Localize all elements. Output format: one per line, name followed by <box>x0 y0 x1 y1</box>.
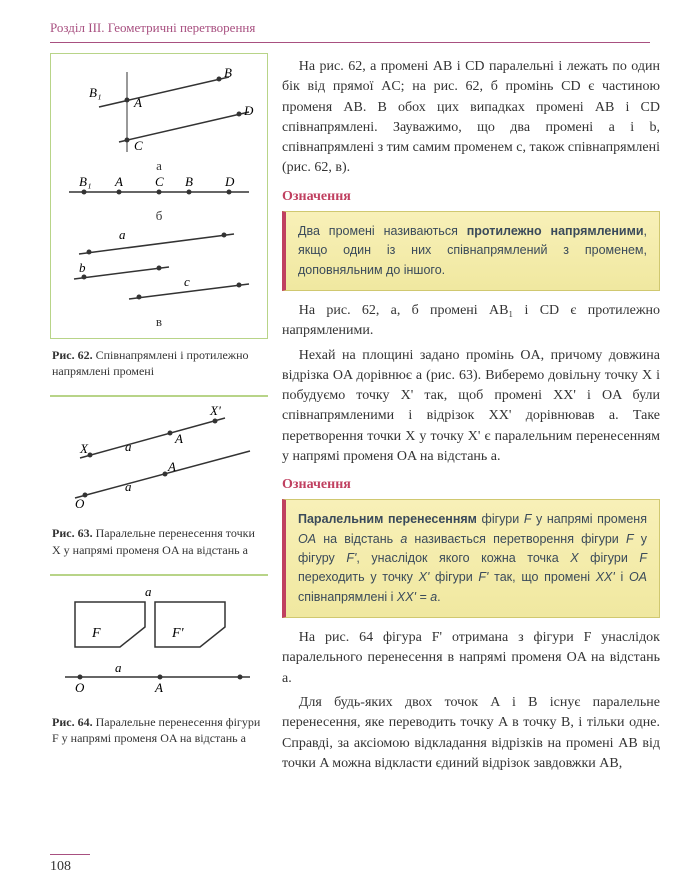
paragraph-1: На рис. 62, а промені AB і CD паралельні… <box>282 57 660 179</box>
paragraph-5: Для будь-яких двох точок A і B існує пар… <box>282 693 660 774</box>
svg-text:B₁: B₁ <box>79 174 91 189</box>
fig62a-svg: B₁ B A D C <box>59 62 259 158</box>
fig64-caption-bold: Рис. 64. <box>52 715 93 729</box>
paragraph-2: На рис. 62, а, б промені AB₁ і CD є прот… <box>282 301 660 342</box>
definition-box-1: Два промені називаються протилежно напря… <box>282 211 660 291</box>
fig62v-label: в <box>59 314 259 330</box>
svg-text:a: a <box>145 584 152 599</box>
figure-63: X' X A a O a A <box>50 399 268 517</box>
fig62-caption: Рис. 62. Співнапрямлені і протилежно нап… <box>50 343 268 389</box>
svg-text:A: A <box>174 431 183 446</box>
paragraph-3: Нехай на площині задано промінь OA, прич… <box>282 346 660 468</box>
svg-text:X': X' <box>209 403 221 418</box>
page-number: 108 <box>50 854 90 875</box>
svg-text:B₁: B₁ <box>89 85 101 100</box>
def1-text: Два промені називаються протилежно напря… <box>298 224 647 277</box>
svg-text:C: C <box>155 174 164 189</box>
fig62b-svg: B₁ A C B D <box>59 174 259 208</box>
svg-text:O: O <box>75 496 85 511</box>
left-column: B₁ B A D C а B₁ A C B D <box>50 53 268 778</box>
figure-64: F F' a O a A <box>50 578 268 706</box>
paragraph-4: На рис. 64 фігура F' отримана з фігури F… <box>282 628 660 689</box>
figure-separator-2 <box>50 574 268 576</box>
fig64-svg: F F' a O a A <box>50 582 260 702</box>
definition-title-2: Означення <box>282 477 660 493</box>
svg-text:a: a <box>115 660 122 675</box>
page-header: Розділ III. Геометричні перетворення <box>50 0 650 43</box>
svg-text:b: b <box>79 260 86 275</box>
definition-title-1: Означення <box>282 189 660 205</box>
svg-text:a: a <box>125 479 132 494</box>
svg-text:O: O <box>75 680 85 695</box>
def2-text: Паралельним перенесенням фігури F у напр… <box>298 512 647 604</box>
svg-text:D: D <box>224 174 235 189</box>
svg-text:C: C <box>134 138 143 153</box>
figure-separator-1 <box>50 395 268 397</box>
fig62a-label: а <box>59 158 259 174</box>
svg-text:B: B <box>224 65 232 80</box>
fig64-caption: Рис. 64. Паралельне перенесення фігури F… <box>50 710 268 756</box>
fig63-caption-bold: Рис. 63. <box>52 526 93 540</box>
fig63-svg: X' X A a O a A <box>50 403 260 513</box>
svg-text:A: A <box>114 174 123 189</box>
header-text: Розділ III. Геометричні перетворення <box>50 20 255 35</box>
svg-text:F': F' <box>171 626 185 641</box>
figure-62: B₁ B A D C а B₁ A C B D <box>50 53 268 339</box>
definition-box-2: Паралельним перенесенням фігури F у напр… <box>282 499 660 618</box>
svg-text:c: c <box>184 274 190 289</box>
svg-text:X: X <box>79 441 89 456</box>
fig62-caption-bold: Рис. 62. <box>52 348 93 362</box>
svg-text:A: A <box>154 680 163 695</box>
svg-text:A: A <box>167 459 176 474</box>
svg-text:F: F <box>91 626 101 641</box>
svg-text:D: D <box>243 103 254 118</box>
svg-text:a: a <box>125 439 132 454</box>
fig63-caption: Рис. 63. Паралельне перенесення точки X … <box>50 521 268 567</box>
svg-text:B: B <box>185 174 193 189</box>
content-area: B₁ B A D C а B₁ A C B D <box>0 43 690 778</box>
fig62v-svg: a b c <box>59 224 259 314</box>
svg-text:a: a <box>119 227 126 242</box>
svg-text:A: A <box>133 95 142 110</box>
fig62b-label: б <box>59 208 259 224</box>
right-column: На рис. 62, а промені AB і CD паралельні… <box>282 53 660 778</box>
